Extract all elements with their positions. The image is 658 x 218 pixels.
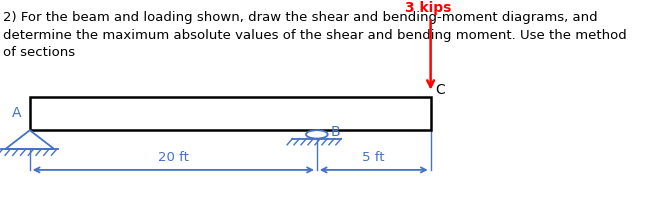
Text: B: B (330, 125, 340, 139)
Polygon shape (5, 130, 54, 149)
Text: 2) For the beam and loading shown, draw the shear and bending-moment diagrams, a: 2) For the beam and loading shown, draw … (3, 11, 626, 59)
Text: A: A (12, 106, 22, 121)
Bar (30, 97, 430, 130)
Text: 5 ft: 5 ft (363, 151, 385, 164)
Text: 20 ft: 20 ft (158, 151, 189, 164)
Circle shape (306, 130, 328, 139)
Text: 3 kips: 3 kips (405, 1, 451, 15)
Text: C: C (435, 83, 445, 97)
